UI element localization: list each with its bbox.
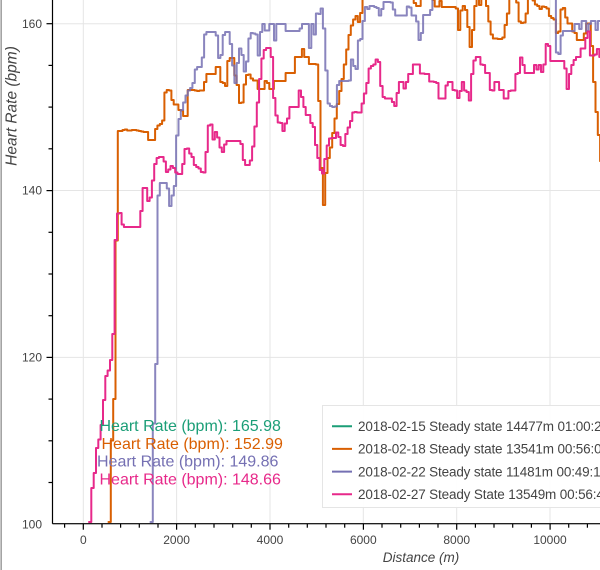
svg-text:Heart Rate (bpm): 148.66: Heart Rate (bpm): 148.66 [100,472,282,489]
svg-text:2018-02-22 Steady state 11481m: 2018-02-22 Steady state 11481m 00:49:15 [358,464,600,479]
svg-text:Distance (m): Distance (m) [383,550,460,565]
svg-text:8000: 8000 [443,533,470,547]
svg-text:2000: 2000 [163,533,190,547]
svg-text:10000: 10000 [533,533,567,547]
svg-text:6000: 6000 [350,533,377,547]
svg-text:2018-02-15 Steady state 14477m: 2018-02-15 Steady state 14477m 01:00:24 [358,419,600,434]
svg-text:Heart Rate (bpm): 149.86: Heart Rate (bpm): 149.86 [97,454,279,471]
svg-text:Heart Rate (bpm): Heart Rate (bpm) [4,46,21,166]
svg-text:Heart Rate (bpm): 165.98: Heart Rate (bpm): 165.98 [100,418,282,435]
svg-text:2018-02-27 Steady State 13549m: 2018-02-27 Steady State 13549m 00:56:44 [358,487,600,502]
svg-text:120: 120 [22,351,42,365]
svg-text:160: 160 [22,17,42,31]
svg-text:Heart Rate (bpm): 152.99: Heart Rate (bpm): 152.99 [102,436,284,453]
svg-text:4000: 4000 [257,533,284,547]
svg-text:0: 0 [80,533,87,547]
svg-text:2018-02-18 Steady state 13541m: 2018-02-18 Steady state 13541m 00:56:06 [358,442,600,457]
svg-text:140: 140 [22,184,42,198]
svg-text:100: 100 [22,518,42,532]
